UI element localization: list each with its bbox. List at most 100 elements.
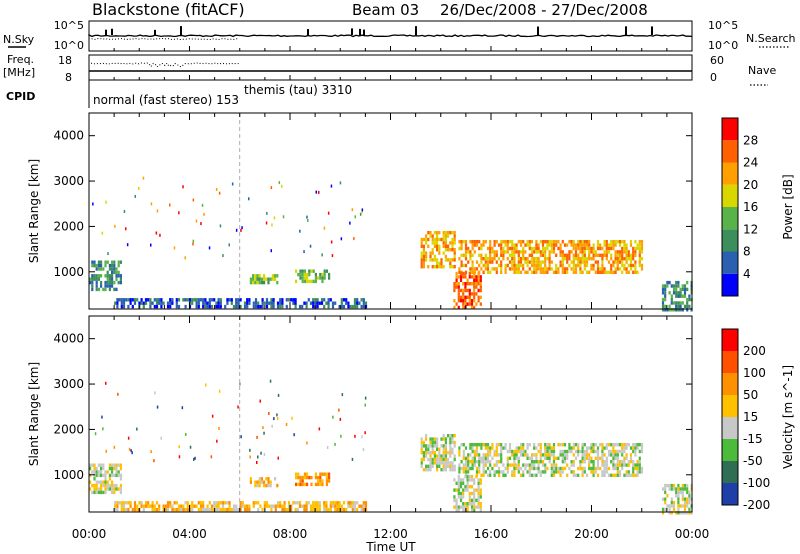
heatmap-cell — [533, 453, 536, 457]
heatmap-cell — [618, 443, 622, 447]
heatmap-cell — [111, 270, 114, 275]
heatmap-cell — [420, 237, 423, 242]
heatmap-cell — [555, 270, 558, 274]
heatmap-cell — [108, 274, 111, 278]
heatmap-cell — [466, 478, 469, 482]
heatmap-cell — [104, 480, 107, 484]
heatmap-cell — [548, 263, 551, 268]
heatmap-cell — [100, 480, 103, 484]
heatmap-cell — [462, 299, 465, 303]
heatmap-cell — [462, 470, 465, 474]
heatmap-cell — [489, 460, 492, 464]
x-tick-label: 04:00 — [172, 527, 207, 541]
heatmap-cell — [557, 456, 560, 460]
heatmap-cell — [475, 443, 479, 447]
heatmap-cell — [670, 297, 673, 302]
heatmap-cell — [466, 278, 469, 282]
heatmap-cell — [469, 267, 472, 271]
heatmap-cell — [142, 176, 145, 180]
heatmap-cell — [325, 475, 328, 480]
heatmap-cell — [102, 463, 105, 467]
heatmap-cell — [539, 456, 542, 460]
heatmap-cell — [117, 463, 120, 467]
heatmap-cell — [473, 243, 476, 247]
heatmap-cell — [596, 243, 600, 247]
heatmap-cell — [458, 267, 461, 271]
heatmap-cell — [539, 240, 542, 244]
heatmap-cell — [195, 298, 198, 302]
heatmap-cell — [299, 269, 302, 273]
heatmap-cell — [636, 246, 639, 251]
heatmap-cell — [462, 481, 465, 485]
heatmap-cell — [471, 270, 474, 274]
heatmap-cell — [495, 250, 498, 254]
heatmap-cell — [307, 298, 310, 302]
heatmap-cell — [442, 437, 445, 441]
heatmap-cell — [546, 270, 549, 274]
heatmap-cell — [519, 240, 523, 244]
heatmap-cell — [467, 466, 470, 471]
heatmap-cell — [625, 470, 628, 474]
heatmap-cell — [460, 243, 463, 247]
heatmap-cell — [117, 470, 120, 474]
heatmap-cell — [640, 449, 644, 454]
heatmap-cell — [528, 456, 531, 460]
heatmap-cell — [566, 473, 569, 477]
heatmap-cell — [155, 507, 159, 512]
heatmap-cell — [686, 308, 689, 312]
heatmap-cell — [356, 298, 359, 302]
heatmap-cell — [489, 463, 492, 467]
heatmap-cell — [605, 463, 608, 467]
heatmap-cell — [260, 451, 262, 455]
heatmap-cell — [248, 504, 251, 508]
heatmap-cell — [93, 274, 96, 278]
heatmap-cell — [526, 260, 529, 264]
heatmap-cell — [603, 460, 606, 464]
heatmap-cell — [436, 454, 439, 458]
heatmap-cell — [601, 260, 604, 264]
heatmap-cell — [475, 285, 478, 289]
heatmap-cell — [581, 443, 584, 447]
heatmap-cell — [263, 277, 266, 281]
heatmap-cell — [460, 263, 463, 268]
heatmap-cell — [677, 483, 680, 488]
heatmap-cell — [239, 382, 241, 386]
heatmap-cell — [427, 231, 430, 235]
heatmap-cell — [552, 270, 556, 274]
heatmap-cell — [634, 453, 637, 457]
heatmap-cell — [566, 243, 569, 247]
heatmap-cell — [537, 460, 540, 464]
heatmap-cell — [192, 242, 194, 246]
heatmap-cell — [517, 446, 520, 450]
heatmap-cell — [612, 270, 615, 274]
heatmap-cell — [592, 466, 595, 471]
heatmap-cell — [106, 483, 109, 488]
heatmap-cell — [634, 446, 637, 450]
heatmap-cell — [664, 287, 667, 292]
heatmap-cell — [254, 274, 257, 278]
heatmap-cell — [546, 456, 549, 460]
heatmap-cell — [559, 260, 562, 264]
heatmap-cell — [100, 483, 103, 488]
heatmap-cell — [329, 507, 332, 512]
cpid-mode-2: themis (tau) 3310 — [244, 83, 352, 97]
heatmap-cell — [601, 443, 604, 447]
heatmap-cell — [601, 449, 604, 454]
heatmap-cell — [572, 260, 575, 264]
heatmap-cell — [438, 251, 441, 255]
heatmap-cell — [596, 460, 600, 464]
heatmap-cell — [636, 460, 639, 464]
heatmap-cell — [513, 463, 516, 467]
heatmap-cell — [513, 263, 516, 268]
heatmap-cell — [252, 504, 255, 508]
heatmap-cell — [182, 298, 185, 302]
heatmap-cell — [629, 453, 633, 457]
heatmap-cell — [316, 301, 319, 305]
heatmap-cell — [144, 501, 148, 505]
heatmap-cell — [221, 501, 225, 505]
heatmap-cell — [511, 257, 514, 261]
heatmap-cell — [530, 270, 534, 274]
heatmap-cell — [482, 470, 485, 474]
heatmap-cell — [440, 457, 443, 462]
heatmap-cell — [541, 453, 545, 457]
